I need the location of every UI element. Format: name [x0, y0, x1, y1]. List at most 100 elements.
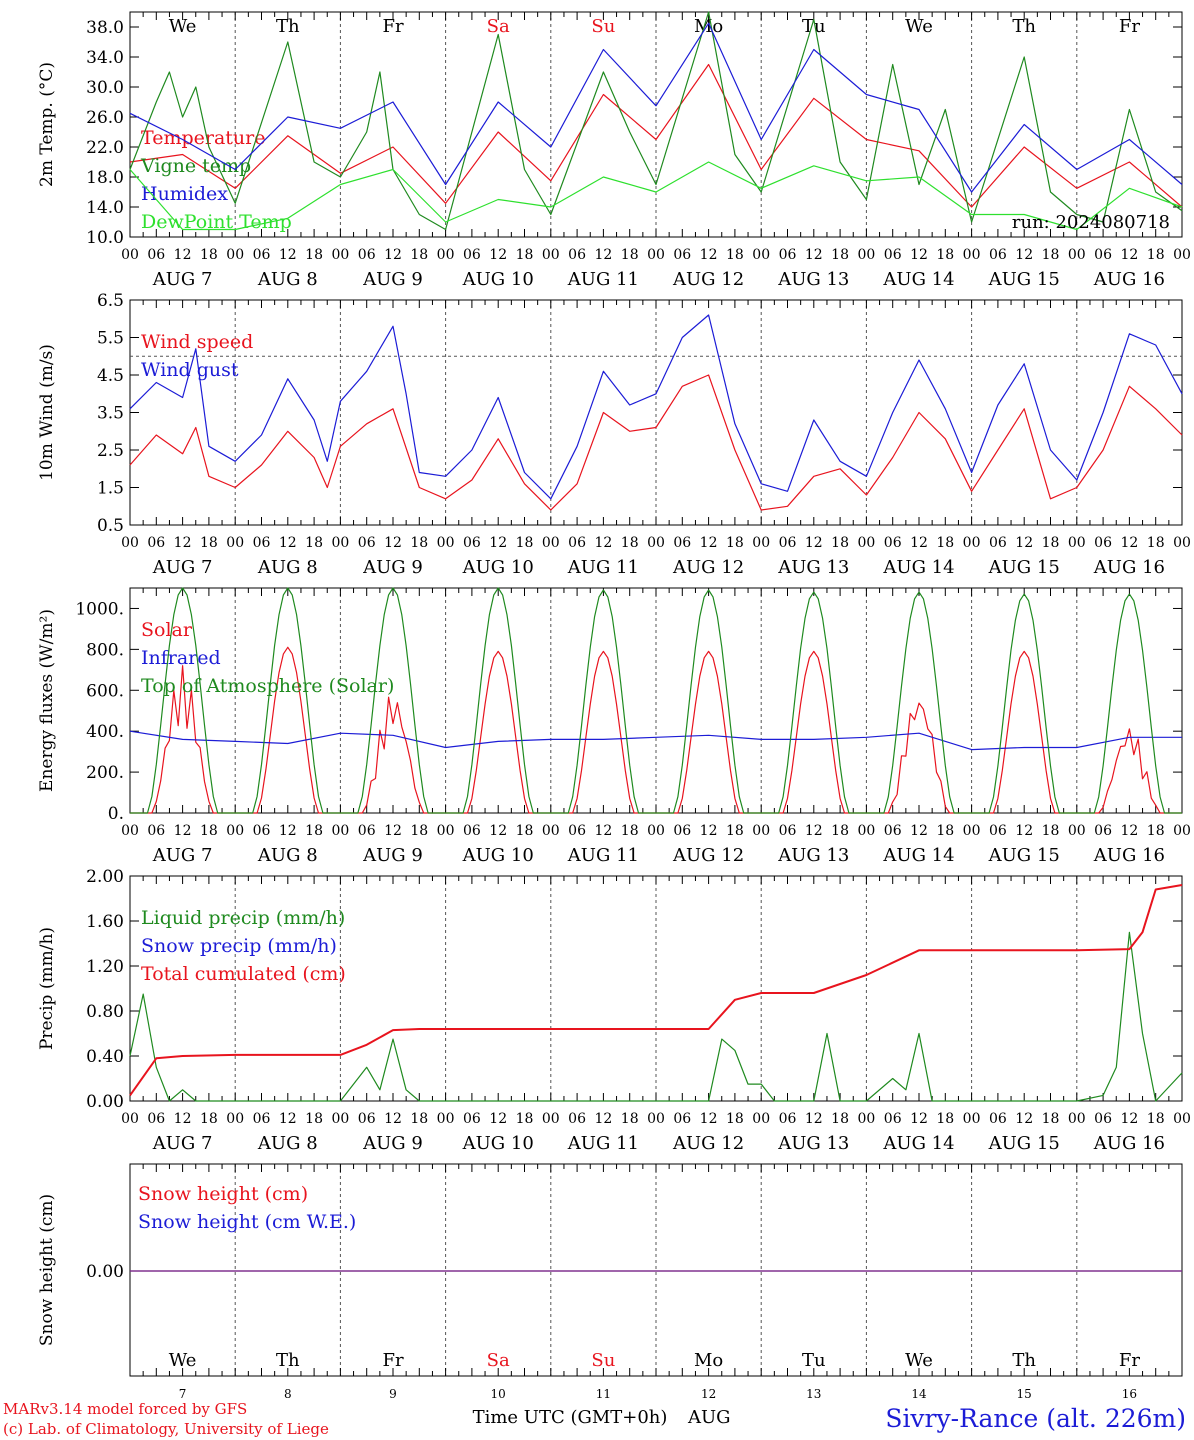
date-label: AUG 10 [462, 269, 534, 290]
hour-tick-label: 18 [726, 823, 744, 839]
hour-tick-label: 18 [200, 535, 218, 551]
day-number-label: 11 [596, 1387, 611, 1401]
hour-tick-label: 18 [621, 1111, 639, 1127]
hour-tick-label: 06 [989, 247, 1007, 263]
hour-tick-label: 00 [752, 1111, 770, 1127]
hour-tick-label: 06 [568, 1111, 586, 1127]
date-label: AUG 13 [777, 269, 849, 290]
hour-tick-label: 12 [174, 1111, 192, 1127]
hour-tick-label: 00 [226, 823, 244, 839]
hour-tick-label: 18 [1042, 535, 1060, 551]
y-tick-label: 1000. [75, 599, 124, 619]
hour-tick-label: 18 [621, 823, 639, 839]
y-tick-label: 22.0 [86, 138, 124, 158]
station-title: Sivry-Rance (alt. 226m) [885, 1404, 1186, 1433]
y-axis-label: 10m Wind (m/s) [37, 344, 57, 481]
date-label: AUG 7 [152, 269, 213, 290]
hour-tick-label: 18 [410, 823, 428, 839]
run-annotation: run: 2024080718 [1012, 212, 1170, 233]
hour-tick-label: 18 [200, 247, 218, 263]
hour-tick-label: 18 [1147, 1111, 1165, 1127]
hour-tick-label: 12 [1120, 535, 1138, 551]
y-tick-label: 2.5 [97, 441, 124, 461]
hour-tick-label: 00 [963, 535, 981, 551]
date-label: AUG 13 [777, 845, 849, 866]
hour-tick-label: 00 [857, 247, 875, 263]
series-line-top-of-atmosphere-solar- [130, 587, 1182, 814]
date-label: AUG 12 [672, 557, 744, 578]
hour-tick-label: 00 [1068, 535, 1086, 551]
date-label: AUG 10 [462, 845, 534, 866]
hour-tick-label: 06 [884, 535, 902, 551]
hour-tick-label: 00 [752, 247, 770, 263]
legend-entry: Infrared [141, 647, 221, 669]
hour-tick-label: 00 [226, 535, 244, 551]
hour-tick-label: 00 [1173, 823, 1191, 839]
hour-tick-label: 00 [752, 823, 770, 839]
hour-tick-label: 18 [831, 1111, 849, 1127]
chart-panels: 10.0 14.0 18.0 22.0 26.0 30.0 34.0 38.0 2m Temp.… [37, 11, 1191, 1401]
hour-tick-label: 12 [489, 535, 507, 551]
hour-tick-label: 18 [516, 247, 534, 263]
day-number-label: 13 [806, 1387, 821, 1401]
hour-tick-label: 06 [673, 535, 691, 551]
y-tick-label: 30.0 [86, 78, 124, 98]
date-label: AUG 8 [257, 269, 318, 290]
hour-tick-label: 12 [700, 247, 718, 263]
date-label: AUG 11 [567, 269, 639, 290]
date-label: AUG 8 [257, 557, 318, 578]
hour-tick-label: 18 [831, 535, 849, 551]
weekday-label: Fr [1119, 16, 1140, 37]
weekday-label: We [169, 16, 197, 37]
hour-tick-label: 00 [1173, 247, 1191, 263]
hour-tick-label: 06 [779, 247, 797, 263]
panel-precip: 0.00 0.40 0.80 1.20 1.60 2.00 Precip (mm/h) 00 0… [37, 867, 1191, 1154]
hour-tick-label: 18 [1147, 823, 1165, 839]
hour-tick-label: 00 [1173, 535, 1191, 551]
hour-tick-label: 06 [568, 247, 586, 263]
hour-tick-label: 18 [936, 247, 954, 263]
hour-tick-label: 12 [910, 247, 928, 263]
series-line-infrared [129, 730, 1182, 751]
y-tick-label: 4.5 [97, 366, 124, 386]
hour-tick-label: 00 [542, 247, 560, 263]
hour-tick-label: 12 [910, 823, 928, 839]
weekday-label: Tu [802, 1350, 826, 1371]
hour-tick-label: 06 [779, 823, 797, 839]
legend-entry: Wind speed [141, 331, 253, 353]
hour-tick-label: 18 [516, 1111, 534, 1127]
weekday-label: Sa [487, 16, 510, 37]
y-tick-label: 1.60 [86, 912, 124, 932]
hour-tick-label: 06 [358, 1111, 376, 1127]
hour-tick-label: 00 [437, 535, 455, 551]
hour-tick-label: 00 [121, 247, 139, 263]
y-tick-label: 400. [86, 722, 124, 742]
hour-tick-label: 00 [121, 823, 139, 839]
hour-tick-label: 06 [989, 823, 1007, 839]
day-number-label: 16 [1122, 1387, 1137, 1401]
y-tick-label: 5.5 [97, 329, 124, 349]
hour-tick-label: 12 [594, 247, 612, 263]
hour-tick-label: 12 [805, 247, 823, 263]
y-axis-label: Snow height (cm) [37, 1194, 57, 1346]
hour-tick-label: 12 [700, 535, 718, 551]
legend-entry: Humidex [141, 183, 228, 205]
weekday-label: Tu [802, 16, 826, 37]
series-line-total-cumulated-cm- [129, 884, 1183, 1096]
date-label: AUG 15 [988, 557, 1060, 578]
hour-tick-label: 12 [279, 535, 297, 551]
hour-tick-label: 06 [779, 535, 797, 551]
hour-tick-label: 06 [1094, 823, 1112, 839]
hour-tick-label: 18 [305, 823, 323, 839]
hour-tick-label: 18 [200, 823, 218, 839]
hour-tick-label: 00 [647, 247, 665, 263]
hour-tick-label: 06 [358, 535, 376, 551]
hour-tick-label: 06 [673, 247, 691, 263]
weekday-label: Mo [694, 1350, 723, 1371]
series-line-dewpoint-temp [129, 161, 1183, 231]
y-tick-label: 600. [86, 681, 124, 701]
hour-tick-label: 06 [1094, 535, 1112, 551]
hour-tick-label: 12 [910, 535, 928, 551]
weekday-label: Th [1012, 1350, 1036, 1371]
